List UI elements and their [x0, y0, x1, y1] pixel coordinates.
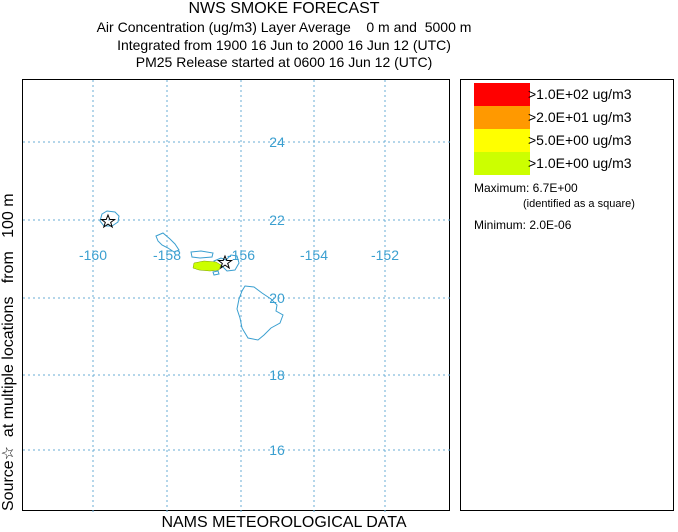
map-panel: 24 22 20 18 16 -160 -158 -156 -154 -152 [22, 79, 451, 512]
lat-label-18: 18 [269, 367, 285, 383]
legend-swatch-yellow [474, 129, 530, 152]
concentration-subtitle: Air Concentration (ug/m3) Layer Average … [96, 19, 472, 35]
lon-label-156: -156 [227, 247, 255, 263]
lat-label-16: 16 [269, 442, 285, 458]
legend-swatch-red [474, 83, 530, 106]
legend-swatch-orange [474, 106, 530, 129]
lon-label-160: -160 [79, 247, 107, 263]
map-svg: 24 22 20 18 16 -160 -158 -156 -154 -152 [23, 80, 451, 512]
legend-panel: >1.0E+02 ug/m3 >2.0E+01 ug/m3 >5.0E+00 u… [460, 79, 674, 511]
lon-label-152: -152 [371, 247, 399, 263]
lon-label-154: -154 [300, 247, 328, 263]
island-oahu [155, 232, 180, 253]
legend-maximum-note: (identified as a square) [523, 198, 635, 210]
lat-label-24: 24 [269, 134, 285, 150]
island-kahoolawe [212, 270, 220, 276]
lon-label-158: -158 [153, 247, 181, 263]
forecast-title: NWS SMOKE FORECAST [188, 0, 380, 17]
island-kauai [99, 210, 120, 227]
island-hawaii [236, 285, 284, 341]
smoke-plume [192, 260, 222, 272]
legend-swatch-lime [474, 152, 530, 175]
legend-label-yellow: >5.0E+00 ug/m3 [528, 132, 632, 148]
legend-maximum: Maximum: 6.7E+00 [474, 181, 578, 195]
island-molokai [190, 250, 214, 259]
lat-label-20: 20 [269, 290, 285, 306]
legend-minimum: Minimum: 2.0E-06 [474, 218, 572, 232]
coastlines [99, 210, 284, 341]
meteorological-data-label: NAMS METEOROLOGICAL DATA [161, 514, 407, 531]
lat-label-22: 22 [269, 212, 285, 228]
legend-label-red: >1.0E+02 ug/m3 [528, 86, 632, 102]
grid-lines [23, 80, 451, 512]
release-info: PM25 Release started at 0600 16 Jun 12 (… [135, 54, 433, 70]
integration-period: Integrated from 1900 16 Jun to 2000 16 J… [117, 37, 451, 53]
legend-label-orange: >2.0E+01 ug/m3 [528, 109, 632, 125]
source-star-icon [216, 254, 234, 270]
legend-label-lime: >1.0E+00 ug/m3 [528, 155, 632, 171]
source-star-icon [99, 213, 117, 229]
source-side-label: Source☆ at multiple locations from 100 m [0, 193, 17, 511]
